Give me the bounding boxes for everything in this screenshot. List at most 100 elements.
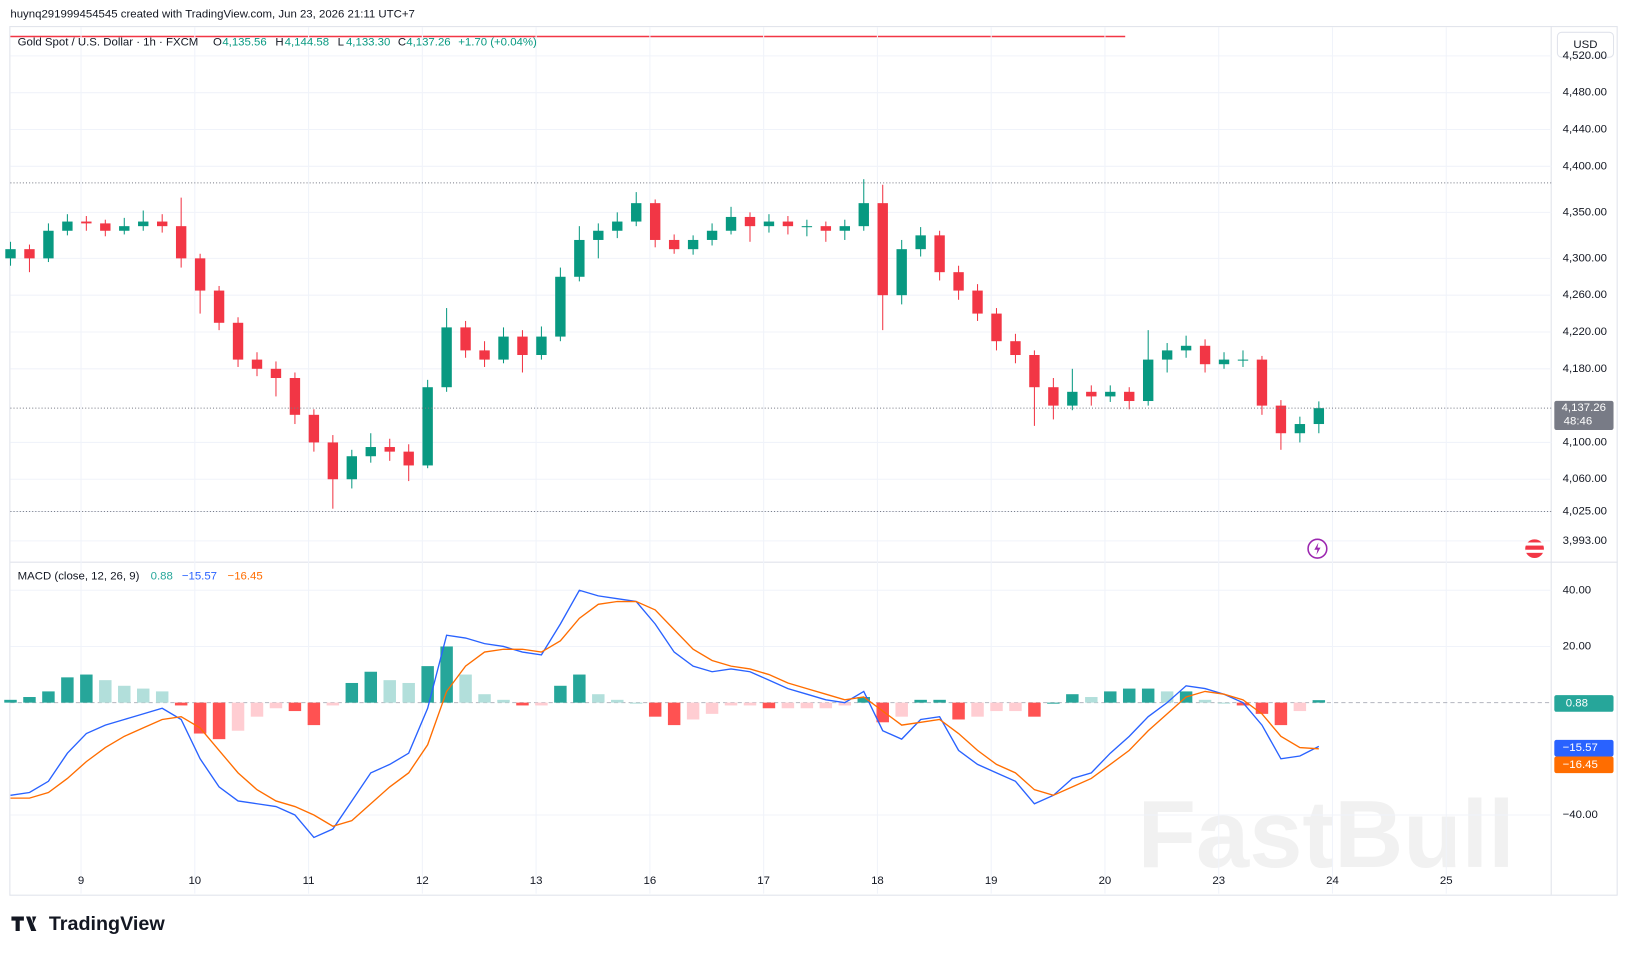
histogram-bar bbox=[1122, 688, 1136, 703]
histogram-bar bbox=[573, 674, 586, 703]
current-price-box bbox=[1554, 400, 1614, 430]
candle-body bbox=[175, 226, 187, 259]
candle-body bbox=[308, 414, 320, 443]
hist-value-box bbox=[1554, 695, 1614, 712]
histogram-bar bbox=[478, 694, 491, 703]
logo-icon bbox=[11, 916, 37, 932]
hist-value-label: 0.88 bbox=[1566, 698, 1588, 710]
histogram-bar bbox=[136, 688, 150, 703]
histogram-bar bbox=[364, 671, 378, 703]
x-tick-label: 23 bbox=[1212, 875, 1225, 887]
candle-body bbox=[1256, 359, 1268, 406]
candle-body bbox=[441, 327, 452, 388]
candle-body bbox=[1161, 350, 1173, 360]
candle-body bbox=[194, 258, 206, 291]
histogram-bar bbox=[1104, 691, 1117, 703]
flag-icon[interactable] bbox=[1525, 539, 1544, 559]
histogram-bar bbox=[933, 699, 946, 703]
y-tick-label: 4,350.00 bbox=[1563, 206, 1607, 218]
candle-body bbox=[668, 239, 680, 250]
y-tick-label: 4,220.00 bbox=[1563, 326, 1607, 338]
histogram-bar bbox=[952, 702, 965, 720]
legend-key: C bbox=[398, 37, 406, 49]
candle-body bbox=[1218, 359, 1230, 365]
histogram-bar bbox=[914, 699, 927, 703]
legend-value: 4,144.58 bbox=[285, 37, 329, 49]
candle-body bbox=[877, 203, 888, 296]
candle-body bbox=[744, 216, 756, 227]
histogram-bar bbox=[611, 699, 624, 703]
y-tick-label: 4,480.00 bbox=[1563, 87, 1607, 99]
macd-legend-macd: −15.57 bbox=[182, 571, 217, 583]
currency[interactable]: USD bbox=[1573, 39, 1597, 51]
candle-body bbox=[593, 230, 604, 240]
candle-body bbox=[1275, 405, 1287, 434]
x-tick-label: 17 bbox=[757, 875, 770, 887]
candle-body bbox=[649, 203, 661, 240]
histogram-bar bbox=[895, 702, 908, 717]
candle-body bbox=[479, 350, 490, 360]
candle-body bbox=[725, 216, 737, 231]
logo-text: TradingView bbox=[49, 913, 166, 935]
histogram-bar bbox=[1198, 699, 1212, 703]
y-tick-label: 4,180.00 bbox=[1563, 363, 1607, 375]
candle-body bbox=[24, 249, 35, 259]
flag-stripe bbox=[1525, 542, 1544, 546]
series-value-box bbox=[1554, 756, 1614, 774]
candle-body bbox=[1180, 345, 1192, 351]
candle-body bbox=[213, 290, 225, 323]
x-tick-label: 24 bbox=[1326, 875, 1339, 887]
histogram-bar bbox=[705, 702, 719, 714]
x-tick-label: 16 bbox=[644, 875, 657, 887]
histogram-bar bbox=[1028, 702, 1041, 717]
candle-body bbox=[403, 451, 414, 466]
histogram-bar bbox=[1274, 702, 1288, 726]
y-tick-label: 4,060.00 bbox=[1563, 473, 1607, 485]
legend-value: 4,135.56 bbox=[222, 37, 266, 49]
candle-body bbox=[1029, 355, 1040, 388]
histogram-bar bbox=[23, 697, 36, 703]
x-tick-label: 11 bbox=[303, 875, 315, 887]
legend-value: 4,137.26 bbox=[406, 37, 450, 49]
countdown-label: 48:46 bbox=[1564, 416, 1593, 428]
candle-body bbox=[1199, 345, 1211, 365]
candle-body bbox=[858, 203, 869, 227]
candle-body bbox=[422, 387, 433, 466]
histogram-bar bbox=[459, 674, 472, 703]
flag-stripe bbox=[1525, 549, 1544, 553]
y-tick-label: 4,260.00 bbox=[1563, 289, 1607, 301]
legend-symbol: Gold Spot / U.S. Dollar · 1h · FXCM bbox=[18, 37, 199, 49]
y-tick-label: 4,400.00 bbox=[1563, 160, 1607, 172]
candle-body bbox=[706, 230, 718, 240]
histogram-bar bbox=[1085, 697, 1098, 703]
currency-button[interactable] bbox=[1556, 31, 1615, 58]
y-tick-label: 4,520.00 bbox=[1563, 50, 1607, 62]
candle-body bbox=[536, 336, 547, 356]
x-tick-label: 10 bbox=[188, 875, 201, 887]
histogram-bar bbox=[667, 702, 681, 726]
candle-body bbox=[1142, 359, 1154, 402]
series-value-label: −16.45 bbox=[1563, 759, 1598, 771]
candle-body bbox=[119, 226, 130, 231]
byline: huynq291999454545 created with TradingVi… bbox=[10, 9, 414, 21]
candle-body bbox=[953, 272, 964, 291]
candle-body bbox=[612, 221, 623, 231]
y-tick-label: 20.00 bbox=[1563, 640, 1592, 652]
histogram-bar bbox=[1160, 691, 1174, 703]
y-tick-label: 40.00 bbox=[1563, 584, 1592, 596]
macd-line bbox=[10, 589, 1320, 839]
histogram-bar bbox=[250, 702, 264, 717]
candle-body bbox=[498, 336, 509, 360]
candle-body bbox=[81, 221, 92, 224]
candle-body bbox=[517, 336, 528, 356]
histogram-bar bbox=[307, 702, 321, 726]
legend-change: +1.70 (+0.04%) bbox=[458, 37, 537, 49]
current-price-label: 4,137.26 bbox=[1562, 402, 1606, 414]
y-tick-label: 3,993.00 bbox=[1563, 535, 1607, 547]
histogram-bar bbox=[80, 674, 93, 703]
histogram-bar bbox=[781, 702, 795, 709]
candle-body bbox=[839, 226, 850, 231]
candle-body bbox=[915, 235, 926, 250]
histogram-bar bbox=[876, 702, 889, 723]
